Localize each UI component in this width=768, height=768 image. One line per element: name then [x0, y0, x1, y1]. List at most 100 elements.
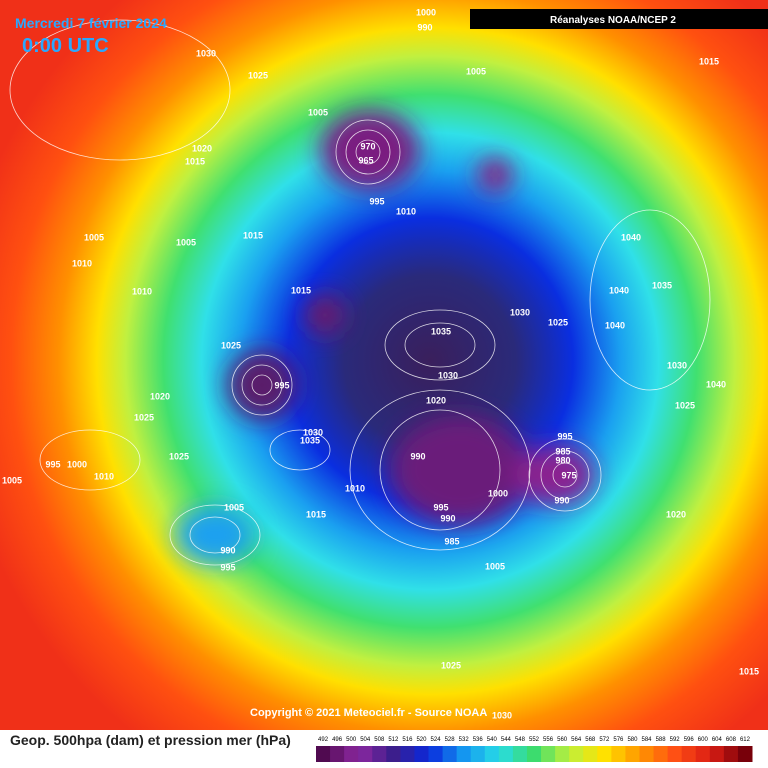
isobar-label: 1015: [243, 230, 263, 240]
low: [227, 350, 297, 420]
colorbar-cell: [569, 746, 584, 762]
isobar-label: 1040: [706, 379, 726, 389]
colorbar-label: 532: [459, 737, 470, 743]
isobar-label: 1010: [72, 258, 92, 268]
colorbar-label: 612: [740, 737, 751, 743]
colorbar-label: 500: [346, 737, 357, 743]
isobar-label: 1015: [185, 156, 205, 166]
isobar-label: 1000: [67, 459, 87, 469]
isobars: [9, 19, 711, 566]
colorbar-label: 528: [445, 737, 456, 743]
isobar-label: 995: [557, 431, 572, 441]
isobar-label: 975: [561, 470, 576, 480]
colorbar-label: 520: [416, 737, 427, 743]
colorbar-cell: [737, 746, 753, 762]
colorbar-cell: [709, 746, 725, 762]
isobar-label: 1020: [666, 509, 686, 519]
colorbar-label: 524: [431, 737, 442, 743]
isobar-label: 1030: [667, 360, 687, 370]
isobar-label: 1040: [609, 285, 629, 295]
isobar-label: 1005: [2, 475, 22, 485]
colorbar-cell: [442, 746, 458, 762]
colorbar-cell: [555, 746, 570, 762]
colorbar-cell: [512, 746, 528, 762]
colorbar-label: 504: [360, 737, 371, 743]
isobar-label: 980: [555, 455, 570, 465]
isobar-label: 1015: [291, 285, 311, 295]
colorbar-cell: [414, 746, 430, 762]
colorbar-label: 540: [487, 737, 498, 743]
colorbar-label: 508: [374, 737, 385, 743]
colorbar-cell: [639, 746, 655, 762]
isobar-label: 1000: [488, 488, 508, 498]
isobar-label: 1010: [396, 206, 416, 216]
colorbar-label: 560: [557, 737, 568, 743]
low: [515, 445, 595, 505]
colorbar-cell: [723, 746, 739, 762]
isobar-label: 1015: [699, 56, 719, 66]
colorbar-cell: [428, 746, 444, 762]
isobar-label: 1035: [652, 280, 672, 290]
isobar-label: 995: [220, 562, 235, 572]
colorbar-cell: [611, 746, 626, 762]
colorbar-cell: [330, 746, 345, 762]
colorbar-cell: [358, 746, 373, 762]
colorbar-label: 600: [698, 737, 709, 743]
colorbar-label: 596: [684, 737, 695, 743]
colorbar: 492 496 500 504 508 512 516 520 524 528 532 536 540 5…: [316, 737, 753, 762]
isobar-label: 985: [555, 446, 570, 456]
colorbar-label: 492: [318, 737, 329, 743]
colorbar-cell: [695, 746, 711, 762]
isobar-label: 1040: [621, 232, 641, 242]
colorbar-cell: [625, 746, 640, 762]
colorbar-cell: [344, 746, 359, 762]
low: [390, 415, 530, 525]
colorbar-label: 568: [585, 737, 596, 743]
colorbar-label: 588: [656, 737, 667, 743]
colorbar-cell: [653, 746, 669, 762]
colorbar-cell: [386, 746, 401, 762]
colorbar-cell: [484, 746, 500, 762]
isobar-labels: 1000 990 1030 1025 1005 1015 1005 970 965 1020 101…: [2, 7, 759, 720]
colorbar-cell: [583, 746, 598, 762]
isobar-label: 1040: [605, 320, 625, 330]
isobar-label: 990: [440, 513, 455, 523]
isobar-label: 1005: [466, 66, 486, 76]
isobar-label: 965: [358, 155, 373, 165]
lows: [175, 110, 595, 565]
isobar-label: 990: [554, 495, 569, 505]
isobar-label: 995: [369, 196, 384, 206]
isobar-label: 995: [274, 380, 289, 390]
colorbar-cell: [498, 746, 514, 762]
isobar-label: 1015: [739, 666, 759, 676]
isobar-label: 995: [433, 502, 448, 512]
isobar-label: 1025: [548, 317, 568, 327]
isobar-label: 1020: [426, 395, 446, 405]
isobar-label: 1020: [192, 143, 212, 153]
colorbar-label: 548: [515, 737, 526, 743]
isobar-label: 995: [45, 459, 60, 469]
isobar-label: 1025: [441, 660, 461, 670]
isobar-label: 1030: [303, 427, 323, 437]
isobar-label: 1010: [345, 483, 365, 493]
isobar-label: 1030: [196, 48, 216, 58]
isobar-label: 1035: [300, 435, 320, 445]
colorbar-label: 516: [402, 737, 413, 743]
copyright: Copyright © 2021 Meteociel.fr - Source N…: [250, 707, 487, 719]
colorbar-label: 496: [332, 737, 343, 743]
colorbar-cell: [470, 746, 486, 762]
colorbar-label: 604: [712, 737, 723, 743]
legend-title: Geop. 500hpa (dam) et pression mer (hPa): [10, 732, 291, 748]
low: [305, 295, 345, 335]
map-title: Mercredi 7 février 2024: [15, 15, 167, 31]
colorbar-label: 576: [613, 737, 624, 743]
colorbar-label: 608: [726, 737, 737, 743]
isobar-label: 990: [220, 545, 235, 555]
isobar-label: 1030: [510, 307, 530, 317]
isobar-label: 1000: [416, 7, 436, 17]
isobar-label: 1025: [248, 70, 268, 80]
low: [175, 505, 255, 565]
colorbar-cell: [400, 746, 415, 762]
